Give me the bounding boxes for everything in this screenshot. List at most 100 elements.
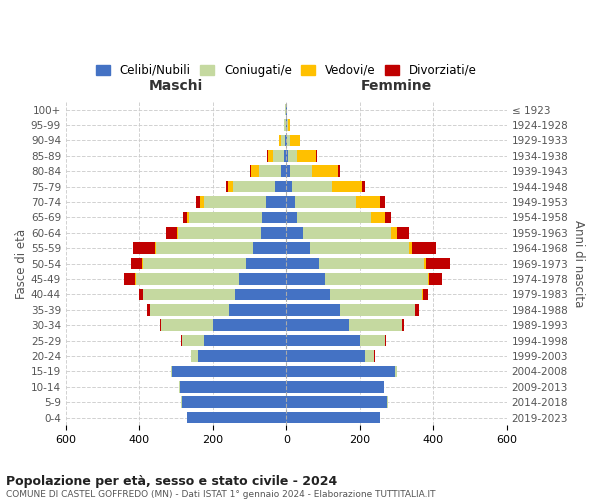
Bar — [380, 196, 385, 207]
Bar — [286, 288, 331, 300]
Bar — [286, 227, 303, 238]
Bar — [310, 242, 409, 254]
Bar — [136, 273, 239, 284]
Bar — [383, 381, 385, 392]
Bar — [286, 212, 298, 223]
Bar — [286, 304, 340, 316]
Bar — [298, 212, 371, 223]
Bar — [280, 134, 281, 146]
Bar — [286, 381, 383, 392]
Bar — [428, 273, 429, 284]
Bar — [290, 166, 312, 177]
Bar — [267, 150, 268, 162]
Bar — [312, 166, 338, 177]
Bar — [371, 212, 385, 223]
Bar — [412, 242, 436, 254]
Bar — [298, 150, 316, 162]
Bar — [268, 150, 273, 162]
Bar — [203, 335, 286, 346]
Bar — [142, 258, 143, 270]
Bar — [362, 181, 365, 192]
Bar — [177, 227, 178, 238]
Text: COMUNE DI CASTEL GOFFREDO (MN) - Dati ISTAT 1° gennaio 2024 - Elaborazione TUTTI: COMUNE DI CASTEL GOFFREDO (MN) - Dati IS… — [6, 490, 436, 499]
Bar — [349, 320, 402, 331]
Bar — [229, 304, 286, 316]
Bar — [198, 350, 286, 362]
Bar — [184, 212, 187, 223]
Bar — [281, 134, 285, 146]
Bar — [356, 196, 380, 207]
Bar — [233, 181, 275, 192]
Bar — [180, 381, 286, 392]
Bar — [303, 227, 391, 238]
Bar — [288, 150, 298, 162]
Bar — [285, 134, 286, 146]
Bar — [226, 181, 227, 192]
Bar — [246, 258, 286, 270]
Bar — [286, 196, 295, 207]
Bar — [151, 304, 229, 316]
Bar — [156, 242, 253, 254]
Bar — [284, 150, 286, 162]
Bar — [160, 320, 161, 331]
Bar — [340, 304, 415, 316]
Bar — [391, 227, 397, 238]
Bar — [170, 366, 172, 377]
Bar — [287, 134, 290, 146]
Bar — [286, 104, 287, 116]
Bar — [179, 381, 180, 392]
Bar — [385, 212, 391, 223]
Text: Maschi: Maschi — [149, 78, 203, 92]
Bar — [262, 212, 286, 223]
Bar — [147, 304, 151, 316]
Bar — [409, 242, 412, 254]
Bar — [360, 335, 385, 346]
Bar — [338, 166, 340, 177]
Bar — [422, 288, 423, 300]
Bar — [203, 196, 266, 207]
Bar — [260, 227, 286, 238]
Bar — [182, 335, 203, 346]
Bar — [139, 288, 143, 300]
Bar — [239, 273, 286, 284]
Bar — [187, 212, 189, 223]
Bar — [395, 366, 397, 377]
Bar — [332, 181, 362, 192]
Bar — [178, 227, 260, 238]
Bar — [181, 335, 182, 346]
Bar — [286, 258, 319, 270]
Bar — [286, 119, 287, 130]
Bar — [155, 242, 156, 254]
Legend: Celibi/Nubili, Coniugati/e, Vedovi/e, Divorziati/e: Celibi/Nubili, Coniugati/e, Vedovi/e, Di… — [92, 59, 481, 82]
Bar — [189, 212, 262, 223]
Bar — [227, 181, 233, 192]
Bar — [288, 119, 290, 130]
Bar — [253, 242, 286, 254]
Text: Popolazione per età, sesso e stato civile - 2024: Popolazione per età, sesso e stato civil… — [6, 475, 337, 488]
Bar — [426, 258, 450, 270]
Bar — [415, 304, 419, 316]
Bar — [385, 335, 386, 346]
Bar — [423, 288, 428, 300]
Bar — [287, 119, 288, 130]
Bar — [191, 350, 198, 362]
Bar — [172, 366, 286, 377]
Bar — [235, 288, 286, 300]
Bar — [131, 258, 142, 270]
Bar — [275, 181, 286, 192]
Bar — [295, 196, 356, 207]
Y-axis label: Fasce di età: Fasce di età — [15, 228, 28, 298]
Bar — [429, 273, 442, 284]
Bar — [319, 258, 424, 270]
Bar — [292, 181, 332, 192]
Bar — [286, 350, 365, 362]
Bar — [200, 196, 203, 207]
Bar — [290, 134, 299, 146]
Bar — [286, 412, 380, 424]
Bar — [259, 166, 281, 177]
Bar — [397, 227, 409, 238]
Bar — [143, 258, 246, 270]
Bar — [286, 320, 349, 331]
Bar — [266, 196, 286, 207]
Bar — [250, 166, 251, 177]
